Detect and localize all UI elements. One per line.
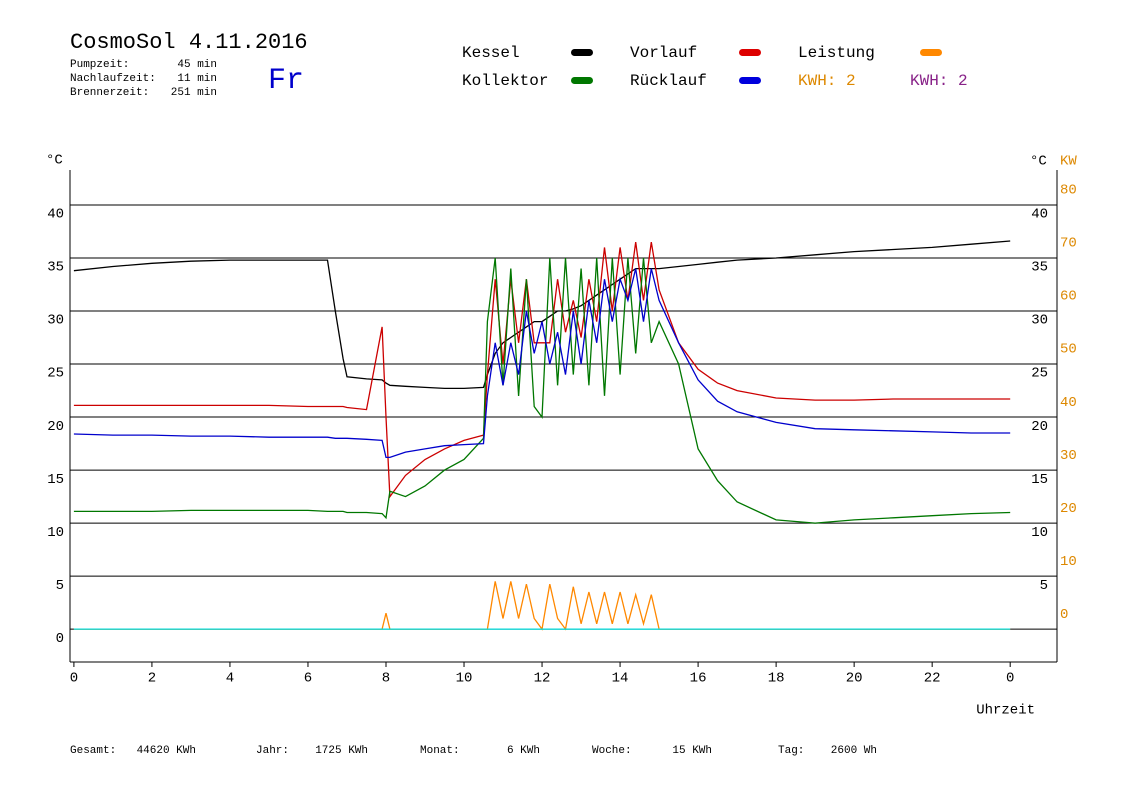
stat-label: Monat: xyxy=(420,745,460,757)
series-line xyxy=(73,581,1011,631)
stat-value: 15 KWh xyxy=(672,745,712,757)
x-tick-label: 18 xyxy=(768,671,785,687)
series-line xyxy=(73,268,1011,459)
chart-title: CosmoSol 4.11.2016 xyxy=(70,30,308,55)
x-tick-label: 2 xyxy=(148,671,156,687)
y-tick-label: 0 xyxy=(56,631,64,647)
legend-label: Rücklauf xyxy=(630,72,707,90)
y2-tick-label: 0 xyxy=(1060,607,1068,623)
info-value: 45 min xyxy=(177,59,217,71)
x-axis-label: Uhrzeit xyxy=(976,703,1035,719)
x-tick-label: 16 xyxy=(690,671,707,687)
y2-tick-label: 40 xyxy=(1060,395,1077,411)
legend-swatch xyxy=(739,49,761,56)
y2-tick-label: 30 xyxy=(1031,313,1048,329)
legend-swatch xyxy=(920,49,942,56)
y-tick-label: 5 xyxy=(56,578,64,594)
x-tick-label: 12 xyxy=(534,671,551,687)
y2-tick-label: 50 xyxy=(1060,342,1077,358)
x-tick-label: 14 xyxy=(612,671,629,687)
y2-tick-label: 60 xyxy=(1060,289,1077,305)
x-tick-label: 8 xyxy=(382,671,390,687)
x-tick-label: 20 xyxy=(846,671,863,687)
y2-tick-label: 20 xyxy=(1060,501,1077,517)
y2-tick-label: 5 xyxy=(1040,578,1048,594)
kwh-label: KWH: 2 xyxy=(798,72,856,90)
info-label: Nachlaufzeit: xyxy=(70,73,156,85)
stat-value: 2600 Wh xyxy=(831,745,877,757)
legend-label: Kessel xyxy=(462,44,520,62)
y2-axis-label: KW xyxy=(1060,154,1077,170)
x-tick-label: 10 xyxy=(456,671,473,687)
stat-value: 44620 KWh xyxy=(137,745,196,757)
stat-label: Woche: xyxy=(592,745,632,757)
stat-value: 1725 KWh xyxy=(315,745,368,757)
y2-tick-label: 25 xyxy=(1031,366,1048,382)
legend-swatch xyxy=(571,49,593,56)
info-value: 251 min xyxy=(171,87,217,99)
series-line xyxy=(73,240,1011,390)
info-value: 11 min xyxy=(177,73,217,85)
x-tick-label: 4 xyxy=(226,671,234,687)
legend-label: Leistung xyxy=(798,44,875,62)
series-line xyxy=(73,257,1011,524)
y-tick-label: 15 xyxy=(47,472,64,488)
y2-tick-label: 80 xyxy=(1060,183,1077,199)
stat-value: 6 KWh xyxy=(507,745,540,757)
series-line xyxy=(73,241,1011,499)
y2-tick-label: 15 xyxy=(1031,472,1048,488)
y-tick-label: 35 xyxy=(47,260,64,276)
y-tick-label: 40 xyxy=(47,207,64,223)
stat-label: Tag: xyxy=(778,745,804,757)
y-tick-label: 25 xyxy=(47,366,64,382)
legend-label: Kollektor xyxy=(462,72,548,90)
stat-label: Jahr: xyxy=(256,745,289,757)
y-axis-label: °C xyxy=(46,153,63,169)
kwh-label: KWH: 2 xyxy=(910,72,968,90)
y-tick-label: 30 xyxy=(47,313,64,329)
y2-tick-label: 40 xyxy=(1031,207,1048,223)
stat-label: Gesamt: xyxy=(70,745,116,757)
y2-tick-label: 35 xyxy=(1031,260,1048,276)
info-label: Pumpzeit: xyxy=(70,59,129,71)
y-tick-label: 10 xyxy=(47,525,64,541)
legend: Kessel Kollektor Vorlauf Rücklauf Leistu… xyxy=(462,44,968,90)
info-label: Brennerzeit: xyxy=(70,87,149,99)
footer: Gesamt: 44620 KWh Jahr: 1725 KWh Monat: … xyxy=(70,745,877,757)
y2-tick-label: 20 xyxy=(1031,419,1048,435)
legend-swatch xyxy=(571,77,593,84)
y2-tick-label: 10 xyxy=(1060,554,1077,570)
legend-swatch xyxy=(739,77,761,84)
day: Fr xyxy=(268,64,304,98)
x-tick-label: 22 xyxy=(924,671,941,687)
x-tick-label: 6 xyxy=(304,671,312,687)
legend-label: Vorlauf xyxy=(630,44,697,62)
x-tick-label: 0 xyxy=(1006,671,1014,687)
y-tick-label: 20 xyxy=(47,419,64,435)
y2-tick-label: 70 xyxy=(1060,236,1077,252)
y2-axis-label: °C xyxy=(1030,154,1047,170)
y2-tick-label: 30 xyxy=(1060,448,1077,464)
y2-tick-label: 10 xyxy=(1031,525,1048,541)
x-tick-label: 0 xyxy=(70,671,78,687)
